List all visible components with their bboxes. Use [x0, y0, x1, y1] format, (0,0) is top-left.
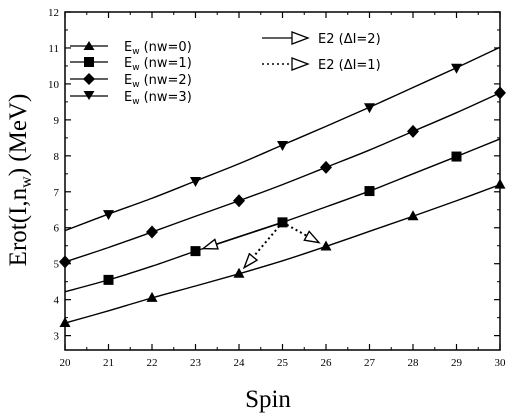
legend-entry-e2-di2: E2 (ΔI=2): [262, 31, 381, 47]
data-point-nw3: [103, 210, 114, 221]
arrow-right-icon: [291, 57, 310, 71]
legend-label-nw1: Ew (nw=1): [124, 56, 192, 73]
data-point-nw0: [233, 267, 245, 278]
x-tick-label: 29: [451, 357, 463, 369]
y-tick-label: 4: [54, 295, 60, 307]
y-tick-label: 9: [54, 115, 60, 127]
series-legend: Ew (nw=0) Ew (nw=1) Ew (nw=2) Ew (nw=3): [70, 40, 192, 107]
plot-lines: [64, 46, 501, 324]
series-line-nw1: [64, 138, 501, 293]
data-point-nw2: [407, 124, 419, 138]
x-axis-title: Spin: [245, 386, 291, 413]
data-point-nw2: [233, 194, 245, 208]
triangle-up-icon: [83, 41, 95, 50]
legend-entry-nw0: Ew (nw=0): [70, 40, 192, 57]
legend-entry-nw2: Ew (nw=2): [70, 73, 192, 90]
transition-arrowhead: [201, 238, 219, 250]
x-tick-label: 22: [147, 357, 158, 369]
legend-label-nw2: Ew (nw=2): [124, 73, 192, 90]
data-point-nw0: [320, 240, 332, 251]
y-tick-label: 5: [54, 259, 60, 271]
data-point-nw1: [451, 151, 462, 162]
transition-arrows: [201, 221, 321, 270]
series-line-nw0: [64, 183, 501, 324]
x-tick-label: 30: [495, 357, 507, 369]
transition-arrow-line: [216, 221, 283, 245]
y-tick-label: 3: [54, 331, 60, 343]
data-point-nw1: [277, 217, 288, 228]
x-tick-label: 24: [234, 357, 246, 369]
data-point-nw1: [190, 246, 201, 257]
x-tick-label: 20: [60, 357, 72, 369]
legend-entry-nw1: Ew (nw=1): [70, 56, 192, 73]
x-tick-label: 23: [190, 357, 202, 369]
data-point-nw1: [364, 186, 375, 197]
transition-legend: E2 (ΔI=2) E2 (ΔI=1): [262, 31, 381, 73]
transition-arrowhead: [242, 252, 259, 270]
diamond-icon: [83, 73, 95, 85]
transition-arrowhead: [303, 230, 321, 244]
data-point-nw0: [146, 291, 158, 302]
x-tick-label: 26: [321, 357, 333, 369]
series-line-nw2: [64, 92, 501, 263]
square-icon: [84, 57, 94, 67]
y-tick-label: 8: [54, 151, 60, 163]
data-point-nw2: [146, 225, 158, 239]
y-tick-label: 10: [48, 79, 60, 91]
x-tick-label: 25: [277, 357, 289, 369]
legend-entry-e2-di1: E2 (ΔI=1): [262, 57, 381, 73]
legend-label-nw0: Ew (nw=0): [124, 40, 192, 57]
legend-label-e2-di2: E2 (ΔI=2): [318, 32, 381, 47]
legend-label-e2-di1: E2 (ΔI=1): [318, 58, 381, 73]
x-tick-label: 21: [103, 357, 114, 369]
legend-label-nw3: Ew (nw=3): [124, 90, 192, 107]
y-tick-label: 7: [54, 187, 60, 199]
y-axis-ticks: 3 4 5 6 7 8 9 10 11 12: [48, 7, 500, 343]
data-point-nw3: [277, 141, 288, 152]
triangle-down-icon: [83, 91, 95, 100]
y-axis-title: Erot(I,nw) (MeV): [5, 94, 35, 267]
y-tick-label: 6: [54, 223, 60, 235]
plot-markers: [59, 63, 506, 328]
data-point-nw3: [190, 177, 201, 187]
data-point-nw1: [103, 274, 114, 285]
data-point-nw3: [364, 103, 375, 114]
y-tick-label: 11: [48, 43, 59, 55]
data-point-nw3: [451, 63, 462, 74]
y-tick-label: 12: [48, 7, 59, 19]
arrow-right-icon: [291, 31, 310, 45]
data-point-nw0: [407, 210, 419, 221]
x-tick-label: 28: [408, 357, 420, 369]
legend-entry-nw3: Ew (nw=3): [70, 90, 192, 107]
x-tick-label: 27: [364, 357, 376, 369]
x-axis-ticks: 20 21 22 23 24 25 26 27 28 29 30: [60, 12, 507, 369]
data-point-nw2: [320, 160, 332, 174]
